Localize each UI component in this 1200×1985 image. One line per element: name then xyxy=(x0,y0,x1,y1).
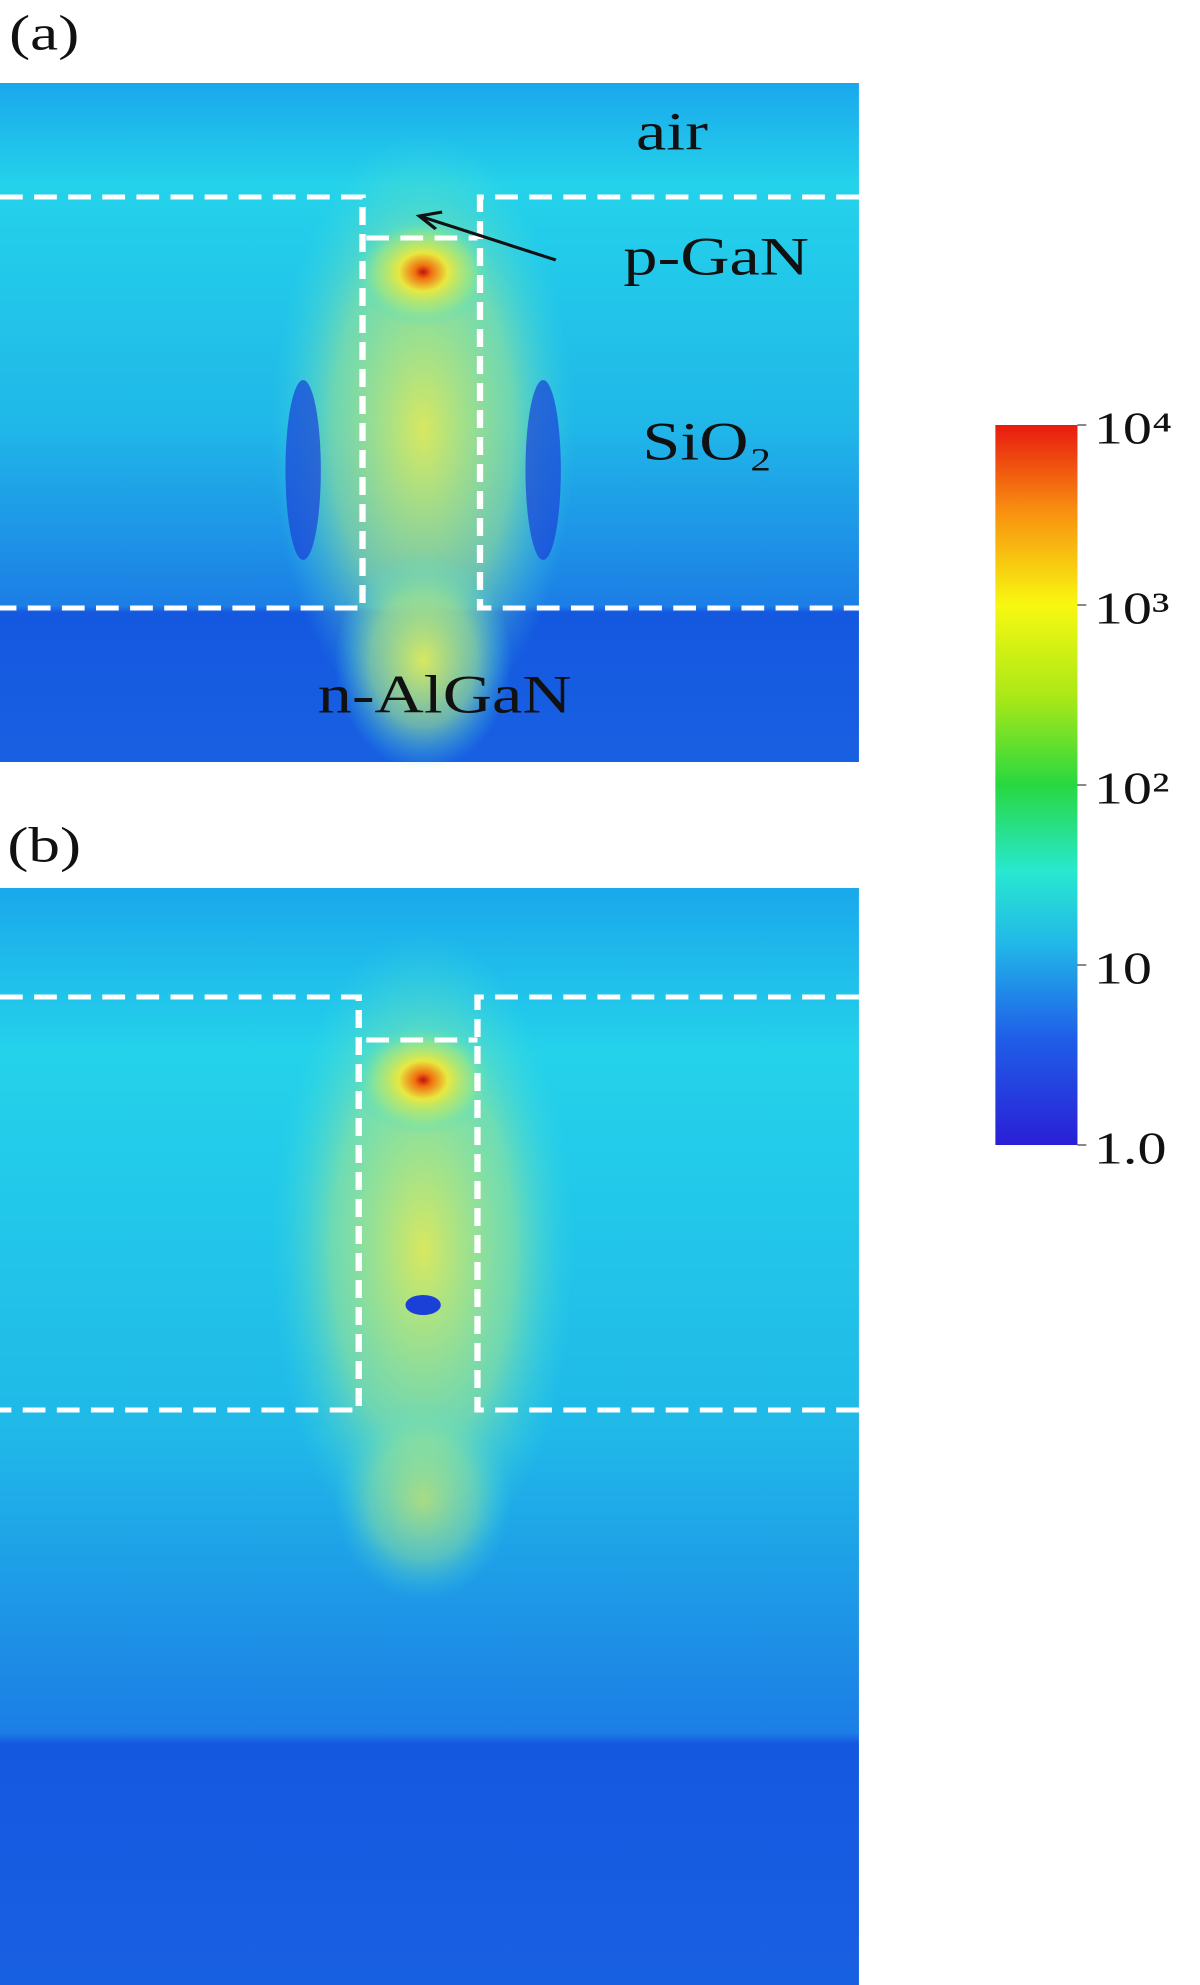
arrow xyxy=(415,210,557,262)
region-label: air xyxy=(636,102,708,162)
region-label: SiO₂ xyxy=(642,412,772,472)
tick-label: 10² xyxy=(1094,763,1170,814)
boundaries-b xyxy=(0,994,859,1413)
colorbar-ticks: 1.0 10 10² 10³ 10⁴ xyxy=(1077,403,1172,1174)
region-label: p-GaN xyxy=(623,227,809,287)
field-map-b xyxy=(0,888,859,1985)
tick-label: 1.0 xyxy=(1094,1123,1167,1174)
tick-label: 10 xyxy=(1094,943,1152,994)
colorbar xyxy=(995,425,1078,1145)
region-label: n-AlGaN xyxy=(318,665,572,725)
tick-label: 10³ xyxy=(1094,583,1170,634)
boundaries-a xyxy=(0,194,859,611)
panel-label: (a) xyxy=(9,6,79,61)
panel-label: (b) xyxy=(7,818,81,873)
tick-label: 10⁴ xyxy=(1094,403,1172,454)
